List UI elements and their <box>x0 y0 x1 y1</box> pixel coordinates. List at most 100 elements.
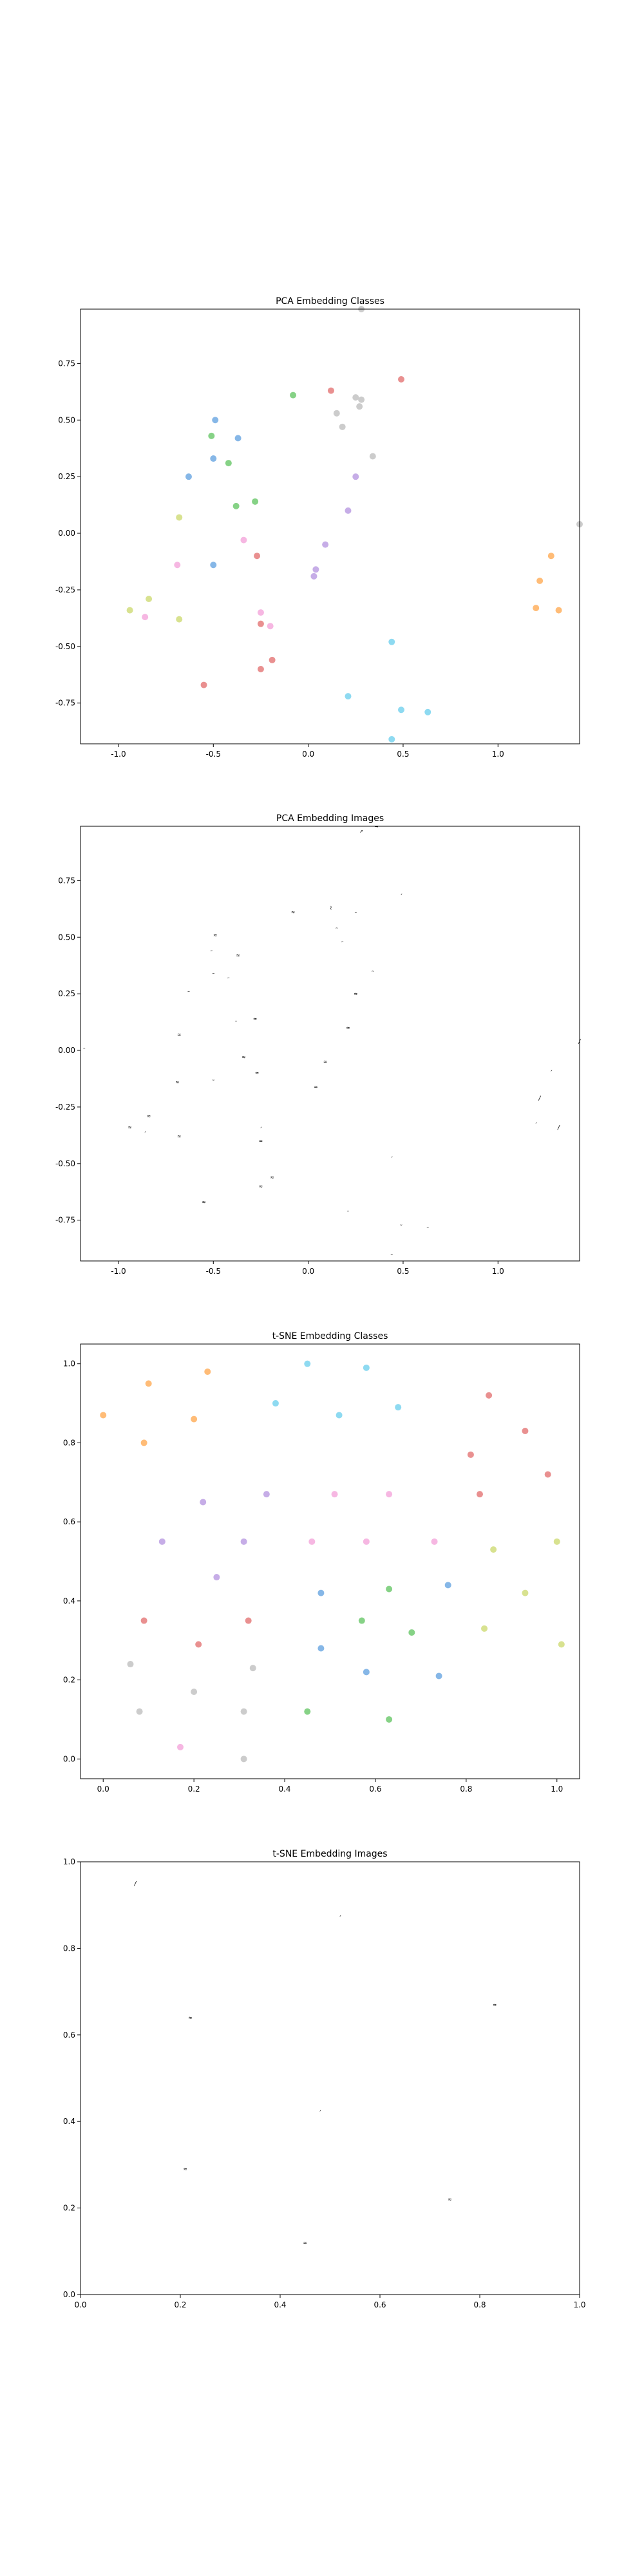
image-thumbnail: ≈ <box>242 1055 246 1061</box>
tsne-images-chart: t-SNE Embedding Images ∕ ´ ≈ ≈ ´ ≈ ≈ ≈0.0 0.2 0.4… <box>63 1849 586 2309</box>
data-point <box>408 1629 415 1636</box>
image-thumbnail: ∕ <box>538 1095 541 1102</box>
data-point <box>386 1716 393 1723</box>
image-thumbnail: ≈ <box>493 2002 497 2009</box>
data-point <box>431 1538 438 1545</box>
image-thumbnail: ˜ <box>82 1048 86 1054</box>
y-tick-label: -0.75 <box>55 699 75 708</box>
image-thumbnail: ˜ <box>346 1211 350 1217</box>
data-point <box>140 1617 147 1624</box>
data-point <box>317 1589 325 1596</box>
image-thumbnail: ≈ <box>236 952 240 959</box>
data-point <box>195 1641 202 1648</box>
x-tick-label: 0.8 <box>473 2300 486 2309</box>
data-point <box>481 1625 488 1632</box>
data-point <box>290 392 297 399</box>
data-point <box>185 473 192 480</box>
y-tick-label: -0.75 <box>55 1216 75 1225</box>
data-point <box>322 541 329 548</box>
image-thumbnail: ˜ <box>187 991 190 998</box>
image-thumbnail: ˜ <box>227 978 230 984</box>
data-point <box>254 553 261 560</box>
image-thumbnail: ≈ <box>184 2166 187 2173</box>
x-tick-label: 0.2 <box>174 2300 186 2309</box>
y-tick-label: 0.8 <box>63 1944 75 1953</box>
data-point <box>304 1360 311 1367</box>
data-points: ↗→≀´˜≈≈˜˜ ≈˜˜˜˜˜ ≈≈˜≈≈˜≈≈∕≈≈ ˜≈´∕≈≈ ´´ ≈≈´ ∕´≈… <box>82 824 582 1260</box>
data-point <box>257 665 264 672</box>
y-tick-label: 1.0 <box>63 1857 75 1866</box>
image-thumbnail: ≈ <box>259 1184 263 1190</box>
data-point <box>177 1743 184 1750</box>
image-thumbnail: ≈ <box>270 1175 274 1181</box>
data-point <box>126 607 133 614</box>
data-point <box>146 596 153 602</box>
data-point <box>267 623 274 630</box>
y-tick-label: 0.2 <box>63 1676 75 1685</box>
data-point <box>536 577 544 584</box>
data-point <box>555 607 562 614</box>
data-point <box>310 573 317 580</box>
data-point <box>240 1538 247 1545</box>
x-tick-label: 1.0 <box>492 750 504 759</box>
data-point <box>142 614 149 621</box>
data-point <box>358 1617 365 1624</box>
x-tick-label: 1.0 <box>492 1267 504 1276</box>
pca-classes-chart: PCA Embedding Classes -1.0 -0.5 0.0 0.5 1.0 -… <box>55 296 583 759</box>
data-point <box>232 502 240 509</box>
chart-title: t-SNE Embedding Images <box>272 1849 387 1859</box>
data-point <box>263 1491 270 1498</box>
y-tick-label: 0.00 <box>58 1046 75 1055</box>
data-point <box>352 394 359 401</box>
data-point <box>200 1499 207 1506</box>
image-thumbnail: ≈ <box>147 1113 151 1120</box>
data-point <box>339 423 346 430</box>
plot-frame <box>80 308 580 744</box>
image-thumbnail: ´ <box>549 1070 553 1077</box>
x-tick-label: 0.6 <box>369 1785 381 1794</box>
data-point <box>398 375 405 383</box>
image-thumbnail: ´ <box>390 1156 393 1163</box>
y-tick-label: 0.00 <box>58 529 75 538</box>
y-tick-label: 0.50 <box>58 415 75 424</box>
data-point <box>435 1672 442 1680</box>
y-tick-label: 1.0 <box>63 1359 75 1368</box>
data-point <box>388 735 395 743</box>
data-point <box>331 1491 338 1498</box>
data-point <box>345 693 352 700</box>
pca-images-chart: PCA Embedding Images ↗ → ≀ ´ ˜ ≈ ≈ ˜ ˜ ≈ ˜ ˜ ˜ ˜ ˜ ≈ ≈ ˜ ≈… <box>55 813 582 1276</box>
chart-title: PCA Embedding Classes <box>276 296 384 307</box>
image-thumbnail: ˜ <box>234 1021 238 1027</box>
data-point <box>352 473 359 480</box>
data-point <box>424 708 431 715</box>
data-point <box>327 387 334 394</box>
data-point <box>257 620 264 627</box>
data-point <box>553 1538 560 1545</box>
data-point <box>547 553 554 560</box>
data-point <box>477 1491 483 1498</box>
y-tick-label: 0.2 <box>63 2204 75 2213</box>
data-point <box>333 410 340 417</box>
data-point <box>345 507 352 514</box>
image-thumbnail: ≈ <box>253 1016 257 1023</box>
data-point <box>398 706 405 714</box>
data-point <box>176 616 183 623</box>
data-point <box>269 656 276 663</box>
image-thumbnail: ´ <box>143 1131 146 1138</box>
data-point <box>213 1574 220 1581</box>
x-tick-label: -0.5 <box>206 1267 221 1276</box>
x-tick-label: 0.8 <box>460 1785 472 1794</box>
y-tick-label: 0.6 <box>63 1517 75 1526</box>
data-point <box>486 1392 493 1399</box>
data-points: ∕ ´ ≈ ≈ ´ ≈ ≈ ≈ <box>134 1881 497 2247</box>
data-point <box>208 432 215 439</box>
data-point <box>127 1661 134 1668</box>
image-thumbnail: ≈ <box>303 2240 307 2246</box>
data-point <box>363 1364 370 1371</box>
data-point <box>140 1439 147 1446</box>
x-tick-label: 0.5 <box>397 1267 409 1276</box>
image-thumbnail: ∕ <box>557 1125 560 1132</box>
data-point <box>249 1665 256 1672</box>
x-tick-label: 0.0 <box>302 750 314 759</box>
